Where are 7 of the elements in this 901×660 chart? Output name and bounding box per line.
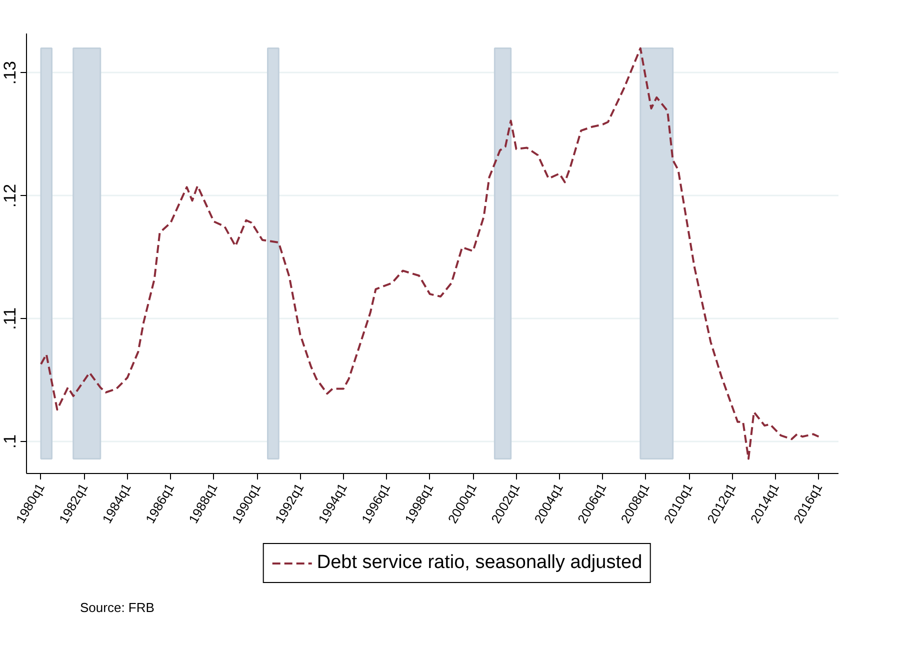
y-tick-label: .11 (0, 307, 20, 330)
source-note: Source: FRB (80, 599, 154, 617)
y-tick-label: .13 (0, 61, 20, 85)
line-series (40, 47, 820, 460)
y-tick-label: .1 (0, 434, 20, 449)
y-tick-label: .12 (0, 184, 20, 208)
legend-label: Debt service ratio, seasonally adjusted (316, 552, 642, 574)
